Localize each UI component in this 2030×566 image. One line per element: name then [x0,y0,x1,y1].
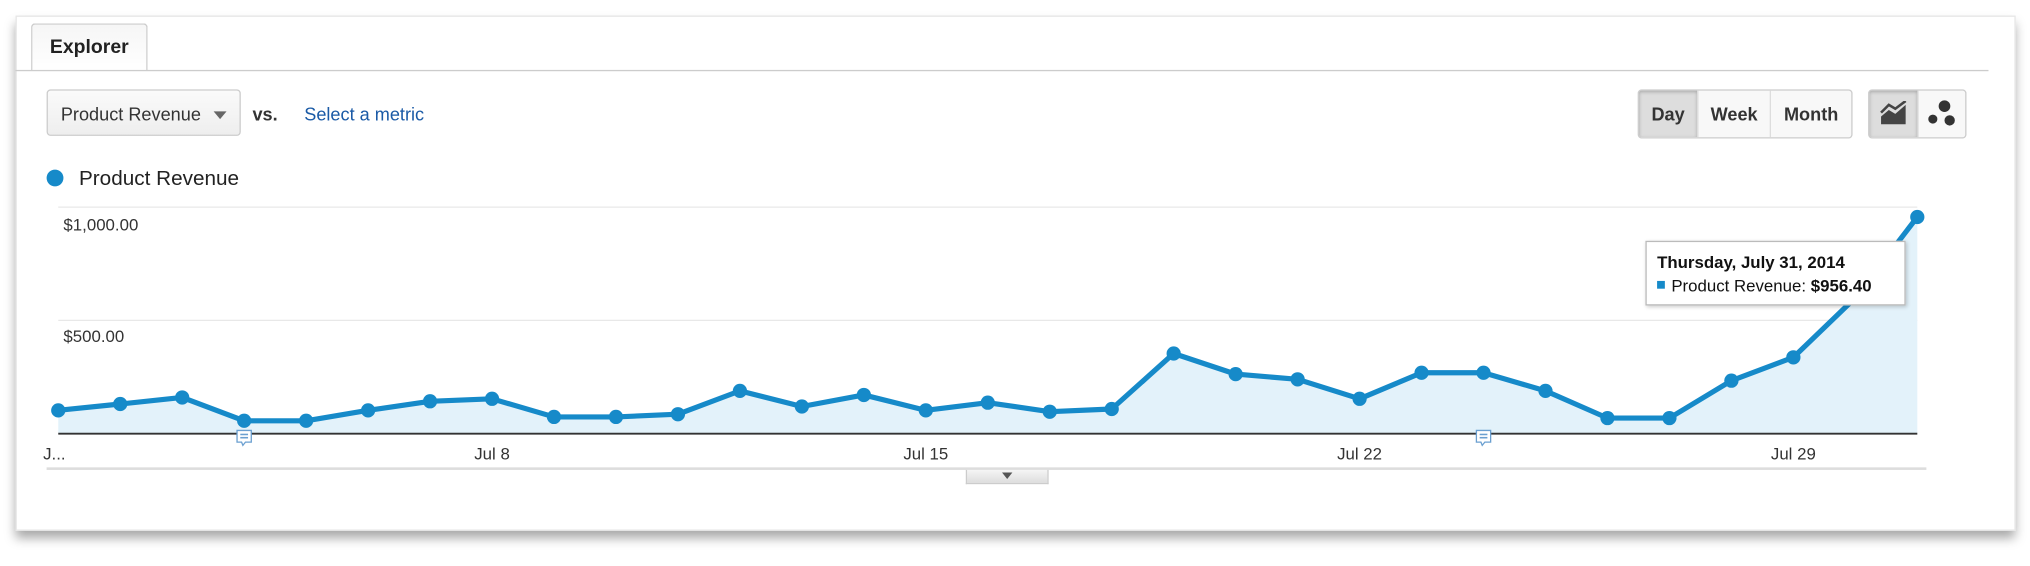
data-point [51,403,66,418]
tooltip-value: $956.40 [1810,275,1872,296]
chevron-down-icon [1002,472,1013,480]
data-point [237,413,252,428]
data-point [856,387,871,403]
data-point [1786,350,1801,365]
x-tick-label: Jul 22 [1337,444,1383,464]
data-point [1042,404,1057,419]
data-point [670,407,686,422]
day-button[interactable]: Day [1638,90,1699,138]
data-point [299,413,314,428]
data-point [608,409,624,425]
tooltip-date: Thursday, July 31, 2014 [1657,252,1845,272]
series-line [57,215,1920,424]
motion-chart-icon [1928,100,1955,126]
x-tick-label: Jul 8 [474,444,510,464]
tooltip-series: Product Revenue: [1671,275,1807,296]
data-point [1476,365,1491,380]
series-swatch-icon [1657,280,1665,289]
data-point [175,390,190,405]
data-point [360,403,376,418]
annotation-icon[interactable] [236,429,252,447]
vs-label: vs. [252,103,278,125]
data-point [732,383,748,398]
data-point [546,409,562,425]
metric-dropdown[interactable]: Product Revenue [46,89,241,136]
data-point [794,399,809,414]
data-point [1352,391,1367,406]
chart-legend: Product Revenue [46,168,240,191]
tooltip-row: Product Revenue: $956.40 [1657,276,1872,295]
line-chart-button[interactable] [1869,90,1919,138]
data-point [1414,365,1429,380]
data-point [484,391,500,406]
tab-explorer[interactable]: Explorer [31,23,148,72]
line-chart-icon [1879,99,1906,125]
data-point [1600,410,1615,426]
annotation-icon[interactable] [1475,429,1492,447]
motion-chart-button[interactable] [1919,91,1966,138]
y-tick-label: $500.00 [63,326,125,346]
data-point [1724,373,1739,388]
data-point [113,396,128,412]
legend-label: Product Revenue [78,168,240,191]
data-point [1166,346,1181,361]
data-point [1910,209,1925,225]
y-tick-label: $1,000.00 [63,214,139,235]
data-point [1104,401,1119,417]
tab-divider [15,69,1989,72]
data-point [1228,366,1243,382]
data-point [918,403,933,418]
data-point [1662,410,1677,426]
chart-tooltip: Thursday, July 31, 2014 Product Revenue:… [1645,240,1906,306]
data-point [1290,372,1305,387]
series-dot-icon [46,169,64,187]
data-point [980,395,995,410]
x-tick-label: J... [43,444,66,464]
week-button[interactable]: Week [1699,90,1772,138]
chart-bottom-divider [46,467,1927,470]
expand-handle[interactable] [965,469,1049,485]
month-button[interactable]: Month [1783,103,1839,125]
chevron-down-icon [213,111,227,120]
chart-type-toggle [1868,89,1967,139]
data-point [422,394,438,409]
metric-dropdown-label: Product Revenue [60,103,201,125]
x-tick-label: Jul 29 [1770,444,1816,464]
select-metric-link[interactable]: Select a metric [304,103,425,125]
data-point [1538,383,1553,398]
period-toggle: Day Week Month [1637,89,1853,139]
area-fill [58,217,1918,434]
x-tick-label: Jul 15 [903,444,949,464]
